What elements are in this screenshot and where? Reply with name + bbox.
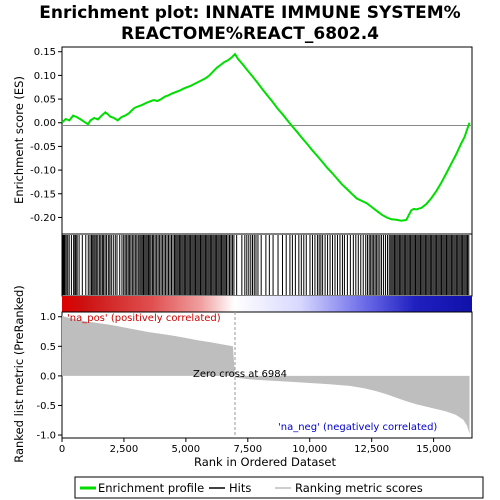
ranked-list-panel: 1.0 0.5 0.0 -0.5 -1.0 0 2,500 5,000 7,500 10,000… xyxy=(12,285,473,469)
x-tick-label: 0 xyxy=(59,444,65,455)
legend: Enrichment profile Hits Ranking metric s… xyxy=(74,476,484,499)
es-y-tick-label: 0.05 xyxy=(34,95,56,106)
ranked-y-axis-label: Ranked list metric (PreRanked) xyxy=(12,285,26,463)
rank-y-tick-label: -0.5 xyxy=(36,401,56,412)
es-y-axis-label: Enrichment score (ES) xyxy=(12,76,26,204)
chart-title-line-1: Enrichment plot: INNATE IMMUNE SYSTEM% xyxy=(39,3,460,23)
es-y-tick-label: 0.15 xyxy=(34,47,56,58)
rank-y-tick-label: -1.0 xyxy=(36,431,56,442)
ranking-metric-area xyxy=(62,315,470,434)
hits-frame xyxy=(61,233,473,297)
zero-cross-label: Zero cross at 6984 xyxy=(193,369,287,380)
x-tick-label: 5,000 xyxy=(172,444,201,455)
chart-title-line-2: REACTOME%REACT_6802.4 xyxy=(121,24,379,44)
es-y-tick-label: -0.15 xyxy=(30,189,56,200)
pos-correlated-label: 'na_pos' (positively correlated) xyxy=(67,313,221,324)
rank-y-tick-label: 0.0 xyxy=(40,371,56,382)
x-tick-label: 7,500 xyxy=(233,444,262,455)
x-axis-label: Rank in Ordered Dataset xyxy=(194,455,337,469)
rank-y-ticks: 1.0 0.5 0.0 -0.5 -1.0 xyxy=(36,312,62,442)
enrichment-panel: 0.15 0.10 0.05 0.00 -0.05 -0.10 -0.15 -0.20 Enr… xyxy=(12,46,473,235)
es-y-tick-label: -0.05 xyxy=(30,142,56,153)
es-y-tick-label: 0.10 xyxy=(34,71,56,82)
hits-panel xyxy=(61,233,473,297)
x-tick-label: 15,000 xyxy=(416,444,451,455)
es-y-tick-label: -0.20 xyxy=(30,213,56,224)
rank-y-tick-label: 0.5 xyxy=(40,342,56,353)
legend-hits-label: Hits xyxy=(229,481,251,495)
ranking-colorbar xyxy=(62,296,472,312)
rank-x-ticks: 0 2,500 5,000 7,500 10,000 12,500 15,000 xyxy=(59,438,451,455)
es-y-tick-label: -0.10 xyxy=(30,166,56,177)
neg-correlated-label: 'na_neg' (negatively correlated) xyxy=(278,422,437,433)
es-y-ticks: 0.15 0.10 0.05 0.00 -0.05 -0.10 -0.15 -0.20 xyxy=(30,47,62,224)
rank-y-tick-label: 1.0 xyxy=(40,312,56,323)
legend-enrichment-label: Enrichment profile xyxy=(98,481,204,495)
legend-ranking-label: Ranking metric scores xyxy=(295,481,423,495)
hit-marks xyxy=(62,235,470,295)
x-tick-label: 2,500 xyxy=(110,444,139,455)
enrichment-profile-line xyxy=(61,52,471,222)
x-tick-label: 12,500 xyxy=(354,444,389,455)
x-tick-label: 10,000 xyxy=(292,444,327,455)
es-y-tick-label: 0.00 xyxy=(34,118,56,129)
enrichment-plot-frame xyxy=(61,46,473,235)
